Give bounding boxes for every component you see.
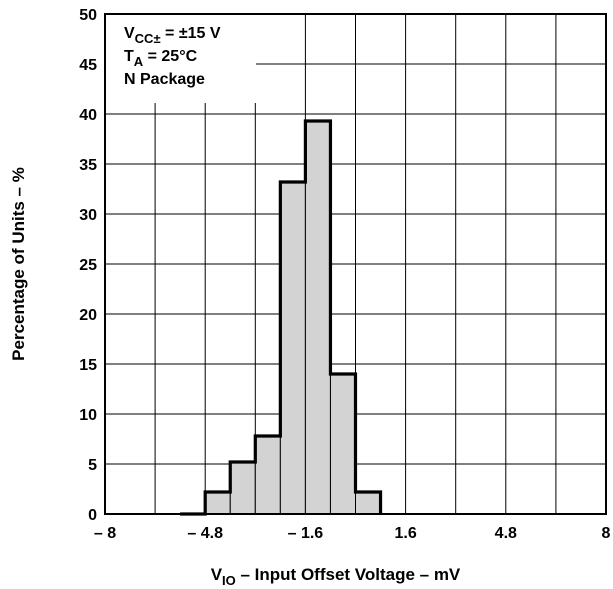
histogram-bar (254, 435, 281, 515)
y-tick-labels: 0 5 10 15 20 25 30 35 40 45 50 (79, 7, 97, 524)
y-tick-label: 40 (79, 107, 97, 124)
y-tick-label: 5 (88, 457, 97, 474)
histogram-bar (355, 491, 382, 515)
x-tick-label: – 1.6 (288, 525, 324, 542)
histogram-bars (180, 119, 383, 516)
annotation-line: N Package (124, 71, 205, 88)
x-tick-labels: – 8 – 4.8 – 1.6 1.6 4.8 8 (94, 525, 611, 542)
y-tick-label: 50 (79, 7, 97, 24)
x-tick-label: 1.6 (394, 525, 416, 542)
y-tick-label: 45 (79, 57, 97, 74)
y-tick-label: 0 (88, 507, 97, 524)
histogram-outline (180, 119, 383, 516)
histogram-bar (329, 373, 357, 515)
y-tick-label: 10 (79, 407, 97, 424)
y-axis-label: Percentage of Units – % (9, 167, 28, 361)
histogram-bar (279, 181, 306, 515)
y-tick-label: 20 (79, 307, 97, 324)
x-tick-label: 4.8 (495, 525, 517, 542)
y-tick-label: 35 (79, 157, 97, 174)
y-tick-label: 25 (79, 257, 97, 274)
x-tick-label: – 4.8 (187, 525, 223, 542)
x-tick-label: – 8 (94, 525, 116, 542)
annotation-line: TA = 25°C (124, 48, 198, 69)
x-tick-label: 8 (602, 525, 611, 542)
histogram-bar (229, 461, 256, 515)
x-axis-label: VIO – Input Offset Voltage – mV (211, 565, 461, 588)
plot-frame (104, 13, 607, 515)
y-tick-label: 15 (79, 357, 97, 374)
histogram-bar (304, 120, 331, 515)
annotation-line: VCC± = ±15 V (124, 25, 221, 46)
histogram-bar (204, 491, 231, 515)
y-tick-label: 30 (79, 207, 97, 224)
annotation-text: VCC± = ±15 VTA = 25°C N Package (124, 25, 221, 88)
annotation-box (106, 15, 256, 103)
